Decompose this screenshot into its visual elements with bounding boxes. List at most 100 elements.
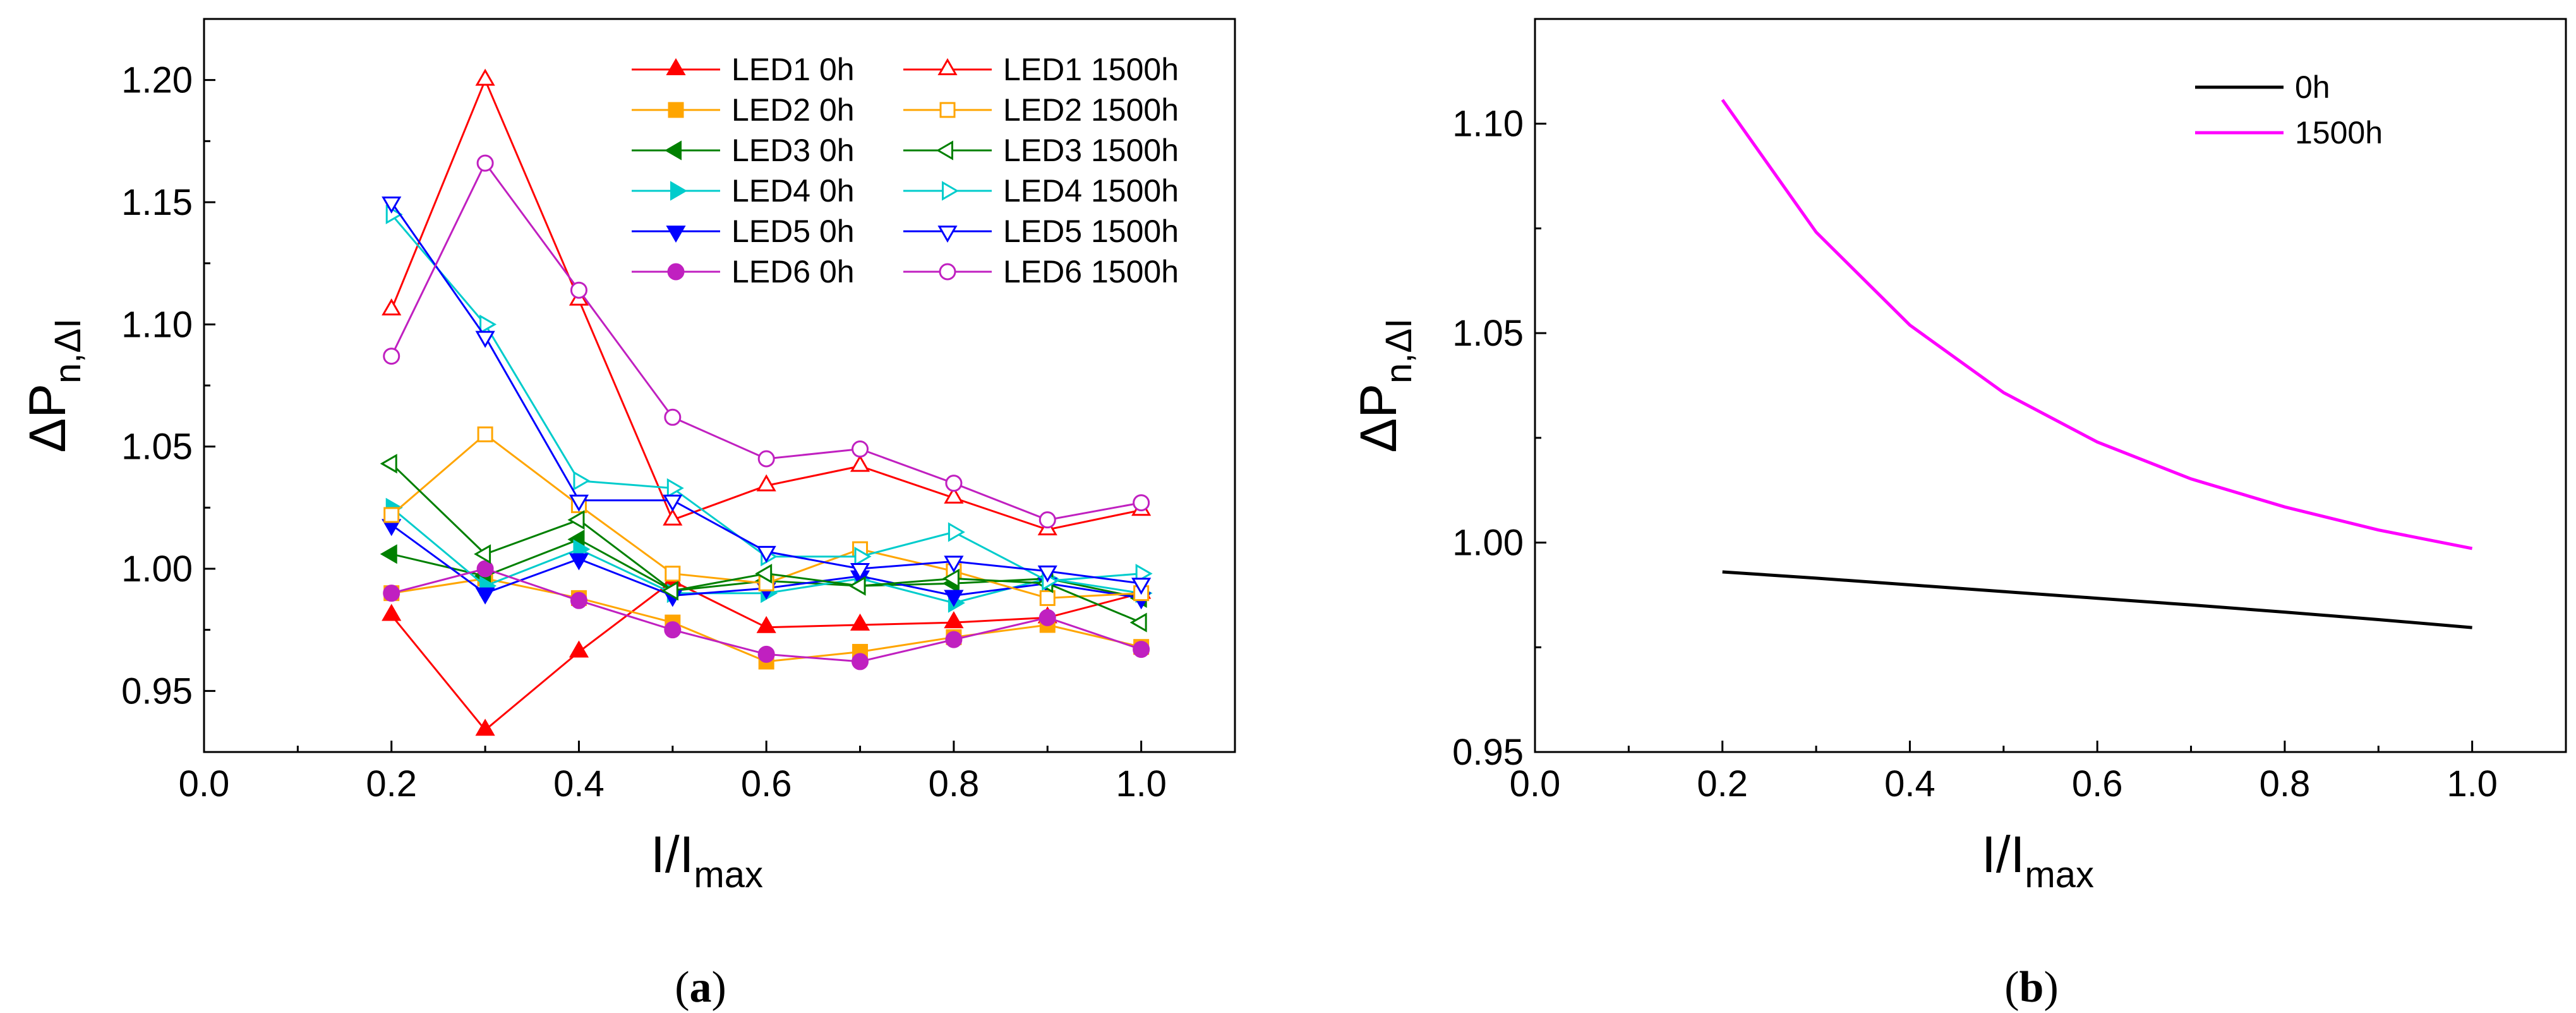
legend-label: LED1 1500h <box>1003 52 1179 87</box>
legend-label: 0h <box>2295 70 2330 105</box>
data-point-led1-0h <box>475 719 495 736</box>
y-axis-label-a: ΔPn,ΔI <box>19 318 88 453</box>
series-led5-1500h <box>382 197 1152 595</box>
y-axis-label-main: ΔP <box>1350 384 1407 452</box>
legend-label: LED5 0h <box>731 214 855 249</box>
data-point-led6-1500h <box>945 475 963 492</box>
x-axis-label-b: I/Imax <box>1982 826 2094 895</box>
series-led1-0h <box>382 569 1152 736</box>
data-point-led5-1500h <box>1037 565 1057 583</box>
x-tick-label: 0.2 <box>366 763 417 804</box>
legend-entry-led3-0h: LED3 0h <box>632 133 855 168</box>
data-point-led6-1500h <box>1133 494 1150 512</box>
plot-frame-b <box>1534 18 2567 753</box>
data-point-led4-1500h <box>854 547 872 567</box>
data-point-led4-1500h <box>573 471 591 491</box>
x-tick-label: 1.0 <box>1116 763 1167 804</box>
series-1500h <box>1721 99 2473 550</box>
legend-label: LED6 1500h <box>1003 254 1179 289</box>
data-point-led1-0h <box>944 611 964 629</box>
legend-label: LED2 0h <box>731 92 855 128</box>
legend-label: LED4 1500h <box>1003 173 1179 209</box>
legend-label: LED6 0h <box>731 254 855 289</box>
legend-marker <box>670 181 688 201</box>
data-point-led6-1500h <box>1038 511 1056 529</box>
x-tick-label: 0.0 <box>179 763 230 804</box>
data-point-led4-1500h <box>666 478 684 498</box>
data-point-led4-1500h <box>948 522 965 542</box>
x-axis-label-main: I/I <box>651 826 694 883</box>
x-axis-label-sub: max <box>2025 854 2094 895</box>
data-point-led5-1500h <box>1131 578 1152 595</box>
legend-label: LED2 1500h <box>1003 92 1179 128</box>
data-point-led5-1500h <box>944 555 964 573</box>
x-tick-label: 0.0 <box>1510 763 1561 804</box>
caption-open: ( <box>675 963 689 1012</box>
data-point-led2-1500h <box>477 426 493 442</box>
data-point-led6-1500h <box>664 408 682 426</box>
y-tick-label: 0.95 <box>121 670 193 712</box>
data-point-led6-0h <box>383 585 400 602</box>
data-point-led3-0h <box>380 544 397 564</box>
y-axis-label-sub: n,ΔI <box>1378 318 1419 384</box>
legend-entry-led6-1500h: LED6 1500h <box>903 254 1179 289</box>
data-point-led2-1500h <box>383 507 400 523</box>
y-tick-label: 1.05 <box>1452 313 1524 354</box>
data-point-led1-1500h <box>756 474 776 492</box>
data-point-led3-1500h <box>474 544 491 564</box>
data-point-led6-0h <box>757 645 775 663</box>
y-tick-label: 1.00 <box>1452 523 1524 564</box>
data-point-led6-0h <box>476 560 494 578</box>
data-point-led1-0h <box>756 616 776 633</box>
chart-panel-a: 0.0 0.2 0.4 0.6 0.8 1.0 0.95 1.00 1.05 1.10 1.15 1.… <box>19 18 1236 1012</box>
legend-entry-led1-0h: LED1 0h <box>632 52 855 87</box>
data-point-led6-0h <box>945 631 963 648</box>
data-point-led6-1500h <box>476 154 494 172</box>
legend-a: LED1 0h LED2 0h LED3 0h LED4 0h LED5 0h LED6 … <box>632 52 1179 289</box>
legend-marker <box>939 102 956 118</box>
series-led6-0h <box>383 560 1150 670</box>
legend-marker <box>942 181 960 201</box>
y-tick-label: 1.00 <box>121 549 193 590</box>
legend-b: 0h 1500h <box>2195 70 2383 150</box>
legend-entry-1500h: 1500h <box>2195 115 2383 150</box>
y-tick-label: 1.10 <box>121 304 193 345</box>
data-point-led6-1500h <box>852 440 869 458</box>
data-point-led6-0h <box>852 653 869 670</box>
data-point-led5-0h <box>569 553 589 571</box>
caption-open: ( <box>2004 963 2019 1012</box>
data-point-led2-1500h <box>665 566 681 582</box>
legend-marker <box>937 226 958 243</box>
data-point-led1-0h <box>569 640 589 658</box>
data-point-led6-0h <box>1038 609 1056 626</box>
data-point-led1-1500h <box>663 508 683 526</box>
data-point-led5-1500h <box>475 331 495 348</box>
legend-label: LED3 0h <box>731 133 855 168</box>
data-point-led1-1500h <box>475 68 495 86</box>
legend-entry-led6-0h: LED6 0h <box>632 254 855 289</box>
data-point-led5-0h <box>944 590 964 607</box>
data-point-led1-1500h <box>382 298 402 316</box>
legend-entry-led2-1500h: LED2 1500h <box>903 92 1179 128</box>
x-tick-label: 0.6 <box>741 763 792 804</box>
x-tick-label: 0.8 <box>929 763 980 804</box>
data-point-led6-1500h <box>383 348 400 365</box>
legend-entry-led2-0h: LED2 0h <box>632 92 855 128</box>
legend-marker <box>937 58 958 75</box>
panel-caption-b: (b) <box>2004 963 2059 1012</box>
legend-label: 1500h <box>2295 115 2383 150</box>
data-point-led3-1500h <box>848 576 866 596</box>
x-tick-label: 1.0 <box>2447 763 2498 804</box>
data-point-led6-0h <box>1133 641 1150 658</box>
y-tick-label: 1.05 <box>121 427 193 468</box>
data-point-led5-1500h <box>663 494 683 512</box>
x-axis-label-main: I/I <box>1982 826 2025 883</box>
series-0h <box>1722 570 2472 629</box>
legend-label: LED5 1500h <box>1003 214 1179 249</box>
data-point-led3-1500h <box>380 454 397 474</box>
caption-letter: a <box>690 963 712 1012</box>
series-led3-1500h <box>380 454 1147 633</box>
chart-panel-b: 0.0 0.2 0.4 0.6 0.8 1.0 0.95 1.00 1.05 1.10 0h 1500… <box>1350 18 2567 1012</box>
data-point-led2-1500h <box>1039 590 1056 606</box>
data-point-led6-0h <box>664 621 682 639</box>
